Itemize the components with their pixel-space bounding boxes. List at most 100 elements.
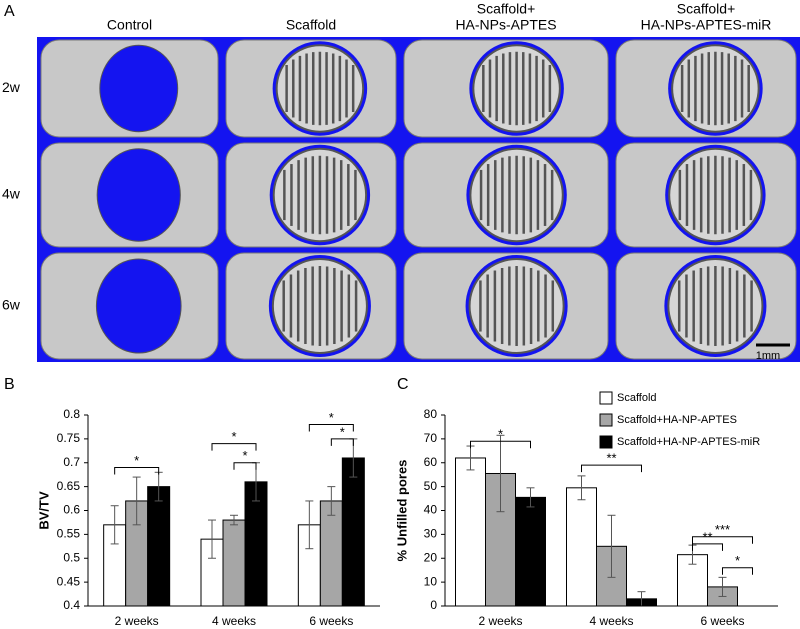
- error-bar: [577, 475, 586, 501]
- significance-label: *: [735, 553, 740, 568]
- bar: [222, 519, 246, 607]
- significance-label: *: [329, 410, 334, 425]
- error-bar: [526, 487, 535, 508]
- y-tick-label: 0.45: [57, 574, 81, 588]
- significance-bracket: [114, 467, 160, 475]
- legend-label: Scaffold+HA-NP-APTES: [617, 414, 737, 426]
- ct-image: [612, 140, 800, 250]
- x-tick-label: 2 weeks: [478, 614, 522, 628]
- y-axis-label: % Unfilled pores: [394, 460, 409, 562]
- significance-bracket: [692, 536, 753, 544]
- legend-swatch: [599, 413, 613, 427]
- significance-bracket: [211, 443, 257, 451]
- y-tick-label: 0.65: [57, 479, 81, 493]
- error-bar: [110, 505, 119, 545]
- column-header: HA-NPs-APTES-miR: [641, 17, 772, 33]
- bar: [147, 486, 171, 607]
- ct-image: [400, 140, 612, 250]
- significance-label: *: [242, 448, 247, 463]
- ct-image: [222, 250, 400, 362]
- error-bar: [327, 486, 336, 516]
- x-tick-label: 6 weeks: [309, 614, 353, 628]
- y-tick-label: 0: [430, 598, 437, 612]
- ct-image: [222, 140, 400, 250]
- y-tick-label: 30: [424, 527, 438, 541]
- significance-label: *: [231, 429, 236, 444]
- column-header: HA-NPs-APTES: [455, 17, 556, 33]
- defect: [99, 44, 179, 133]
- error-bar: [208, 519, 216, 559]
- error-bar: [132, 476, 141, 526]
- row-label: 6w: [2, 297, 21, 313]
- y-tick-label: 0.75: [57, 431, 81, 445]
- significance-label: *: [340, 424, 345, 439]
- y-tick-label: 20: [424, 550, 438, 564]
- significance-bracket: [233, 462, 257, 470]
- x-tick-label: 4 weeks: [589, 614, 633, 628]
- y-tick-label: 50: [424, 479, 438, 493]
- y-tick-label: 60: [424, 455, 438, 469]
- x-tick-label: 4 weeks: [212, 614, 256, 628]
- chart: B BV/TV 0.4 0.45 0.5 0.55 0.6 0.65 0.7 0.75 0.8 2 w…: [4, 376, 380, 628]
- column-header: Scaffold+: [677, 1, 736, 17]
- y-tick-label: 0.55: [57, 527, 81, 541]
- panel-label: C: [397, 376, 409, 393]
- y-tick-label: 0.7: [63, 455, 80, 469]
- legend-swatch: [599, 435, 613, 449]
- y-tick-label: 0.4: [63, 598, 80, 612]
- significance-bracket: [581, 464, 642, 473]
- significance-label: **: [606, 451, 616, 466]
- ct-image: [400, 250, 612, 362]
- bar: [319, 500, 343, 607]
- legend-swatch: [599, 391, 613, 405]
- y-tick-label: 40: [424, 503, 438, 517]
- ct-image: [37, 140, 222, 250]
- error-bar: [305, 500, 314, 550]
- bar: [341, 457, 365, 607]
- bar: [455, 457, 486, 607]
- significance-label: *: [134, 453, 139, 468]
- x-tick-label: 6 weeks: [700, 614, 744, 628]
- defect: [96, 148, 181, 242]
- legend-label: Scaffold+HA-NP-APTES-miR: [617, 436, 760, 448]
- ct-image: [37, 37, 222, 140]
- column-header: Scaffold+: [477, 1, 536, 17]
- y-tick-label: 0.6: [63, 503, 80, 517]
- significance-bracket: [692, 543, 723, 551]
- significance-bracket: [308, 424, 354, 432]
- y-tick-label: 0.8: [63, 407, 80, 421]
- error-bar: [607, 514, 616, 578]
- bar: [515, 496, 546, 607]
- error-bar: [496, 434, 505, 513]
- chart: C % Unfilled pores 0 10 20 30 40 50 60 70 80 2 week…: [394, 376, 778, 628]
- legend-label: Scaffold: [617, 392, 657, 404]
- significance-bracket: [330, 438, 354, 446]
- significance-label: **: [702, 529, 712, 544]
- ct-image: [400, 37, 612, 140]
- charts: B BV/TV 0.4 0.45 0.5 0.55 0.6 0.65 0.7 0.75 0.8 2 w…: [4, 376, 778, 628]
- y-tick-label: 70: [424, 431, 438, 445]
- bar: [566, 487, 597, 607]
- significance-label: *: [498, 427, 503, 442]
- panel-label: B: [4, 376, 15, 393]
- row-label: 4w: [2, 186, 21, 202]
- defect: [95, 258, 182, 354]
- column-header: Control: [107, 17, 152, 33]
- significance-bracket: [722, 567, 753, 575]
- ct-image: [222, 37, 400, 140]
- x-tick-label: 2 weeks: [115, 614, 159, 628]
- y-tick-label: 10: [424, 574, 438, 588]
- panel-label: A: [4, 3, 15, 20]
- error-bar: [718, 576, 727, 597]
- significance-bracket: [470, 440, 531, 449]
- column-header: Scaffold: [286, 17, 336, 33]
- ct-image: [612, 250, 800, 362]
- error-bar: [230, 514, 238, 526]
- y-axis-label: BV/TV: [36, 491, 51, 530]
- ct-image: [37, 250, 222, 362]
- significance-label: ***: [715, 522, 730, 537]
- y-tick-label: 0.5: [63, 550, 80, 564]
